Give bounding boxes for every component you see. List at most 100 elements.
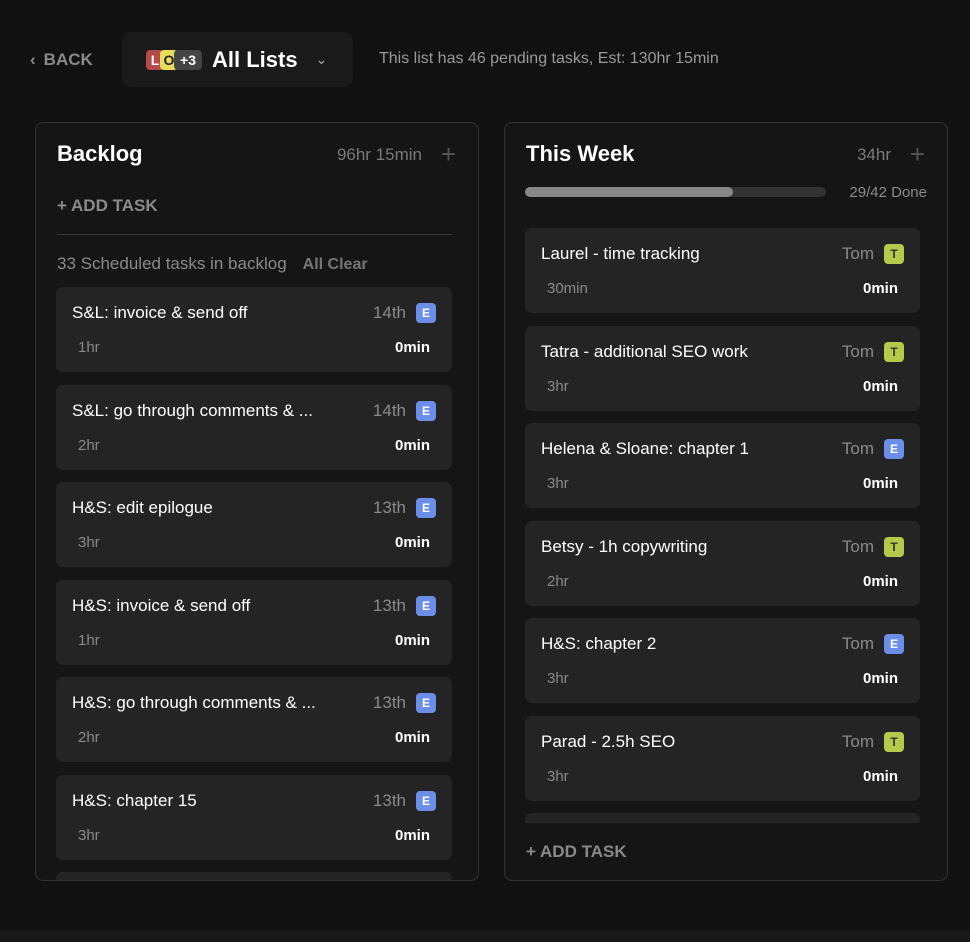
bottom-bar [0,930,970,942]
panel-title: This Week [526,141,635,166]
pending-info: This list has 46 pending tasks, Est: 130… [379,50,719,67]
task-estimate: 3hr [547,377,569,395]
task-card[interactable] [525,813,920,823]
task-who: Tom [841,731,874,751]
assignee-badge: E [416,790,436,811]
chevron-left-icon: ‹ [30,50,36,69]
task-date: 13th [372,693,406,712]
task-who: Tom [841,536,874,556]
task-actual: 0min [862,572,898,590]
chevron-down-icon: ⌄ [315,51,328,67]
task-date: 14th [372,400,406,420]
task-card[interactable]: Betsy - 1h copywriting Tom T 2hr 0min [525,520,920,606]
task-card[interactable]: S&L: go through comments & ... 14th E 2hr… [56,384,452,470]
task-actual: 0min [862,475,898,492]
assignee-badge: E [416,693,436,713]
task-card[interactable]: H&S: go through comments & ... 13th E 2hr… [56,677,452,762]
task-title: H&S: chapter 15 [72,790,197,810]
task-title: S&L: invoice & send off [72,303,248,322]
list-chip: +3 [174,49,202,70]
add-task-button[interactable]: + ADD TASK [57,196,158,215]
task-actual: 0min [862,280,898,297]
task-card[interactable]: H&S: edit epilogue 13th E 3hr 0min [56,482,452,567]
task-card[interactable]: Tatra - additional SEO work Tom T 3hr 0mi… [525,325,920,411]
task-actual: 0min [394,729,430,746]
backlog-panel: Backlog 96hr 15min + + ADD TASK 33 Sched… [35,122,479,881]
task-date: 14th [372,303,406,322]
task-card[interactable]: Laurel - time tracking Tom T 30min 0min [525,228,920,313]
task-who: Tom [841,634,874,653]
task-card[interactable]: Parad - 2.5h SEO Tom T 3hr 0min [525,715,920,801]
assignee-badge: T [884,731,904,752]
add-task-button[interactable]: + ADD TASK [526,842,627,861]
assignee-badge: T [884,244,904,264]
task-date: 13th [372,595,406,615]
list-selector[interactable]: L O +3 All Lists ⌄ [122,32,353,87]
task-title: H&S: edit epilogue [72,498,213,517]
assignee-badge: E [416,595,436,616]
task-estimate: 3hr [547,475,569,492]
task-title: Parad - 2.5h SEO [541,731,676,751]
task-actual: 0min [394,436,430,454]
task-estimate: 2hr [547,572,569,590]
task-actual: 0min [394,339,430,356]
list-chip: O [160,49,178,70]
top-bar: ‹ BACK L O +3 All Lists ⌄ This list has 46 … [0,32,970,87]
task-title: Betsy - 1h copywriting [541,536,708,556]
task-date: 13th [372,498,406,517]
task-title: Laurel - time tracking [541,244,700,263]
divider [57,234,452,235]
panel-title: Backlog [57,141,143,166]
done-count: 29/42 Done [849,184,927,201]
task-actual: 0min [862,377,898,395]
task-card[interactable]: H&S: chapter 2 Tom E 3hr 0min [525,618,920,703]
progress-fill [525,187,733,197]
assignee-badge: E [416,303,436,323]
list-chips: L O +3 [146,49,202,70]
panel-estimate: 96hr 15min [336,145,422,164]
task-estimate: 3hr [547,670,569,687]
task-title: S&L: go through comments & ... [72,400,313,420]
task-estimate: 30min [547,280,588,297]
assignee-badge: E [884,634,904,654]
assignee-badge: E [416,498,436,518]
task-title: H&S: invoice & send off [72,595,251,615]
task-title: Tatra - additional SEO work [541,341,748,361]
plus-icon[interactable]: + [440,139,456,169]
assignee-badge: T [884,536,904,557]
task-estimate: 3hr [78,826,100,844]
assignee-badge: T [884,341,904,362]
task-title: H&S: chapter 2 [541,634,657,653]
this-week-panel: This Week 34hr + 29/42 Done Laurel - tim… [504,122,948,881]
task-estimate: 3hr [547,767,569,785]
task-who: Tom [841,341,874,361]
list-chip: L [146,49,164,70]
task-who: Tom [841,439,874,458]
task-actual: 0min [394,534,430,551]
task-actual: 0min [862,670,898,687]
all-clear-label: All Clear [302,256,368,273]
task-estimate: 2hr [78,729,100,746]
task-card[interactable]: H&S: invoice & send off 13th E 1hr 0min [56,579,452,665]
plus-icon[interactable]: + [909,139,925,169]
task-title: H&S: go through comments & ... [72,693,316,712]
assignee-badge: E [416,400,436,421]
scheduled-row: 33 Scheduled tasks in backlog All Clear [57,254,452,274]
task-title: Helena & Sloane: chapter 1 [541,439,749,458]
task-actual: 0min [394,631,430,649]
task-date: 13th [372,790,406,810]
task-card[interactable] [56,872,452,880]
task-estimate: 1hr [78,631,100,649]
task-card[interactable]: H&S: chapter 15 13th E 3hr 0min [56,774,452,860]
task-who: Tom [841,244,874,263]
task-card[interactable]: Helena & Sloane: chapter 1 Tom E 3hr 0min [525,423,920,508]
scheduled-count: 33 Scheduled tasks in backlog [57,254,287,273]
task-estimate: 1hr [78,339,100,356]
list-title: All Lists [212,46,298,72]
panel-estimate: 34hr [856,145,891,164]
progress-bar [525,187,826,197]
back-button[interactable]: ‹ BACK [30,50,93,69]
task-actual: 0min [862,767,898,785]
task-card[interactable]: S&L: invoice & send off 14th E 1hr 0min [56,287,452,372]
task-actual: 0min [394,826,430,844]
